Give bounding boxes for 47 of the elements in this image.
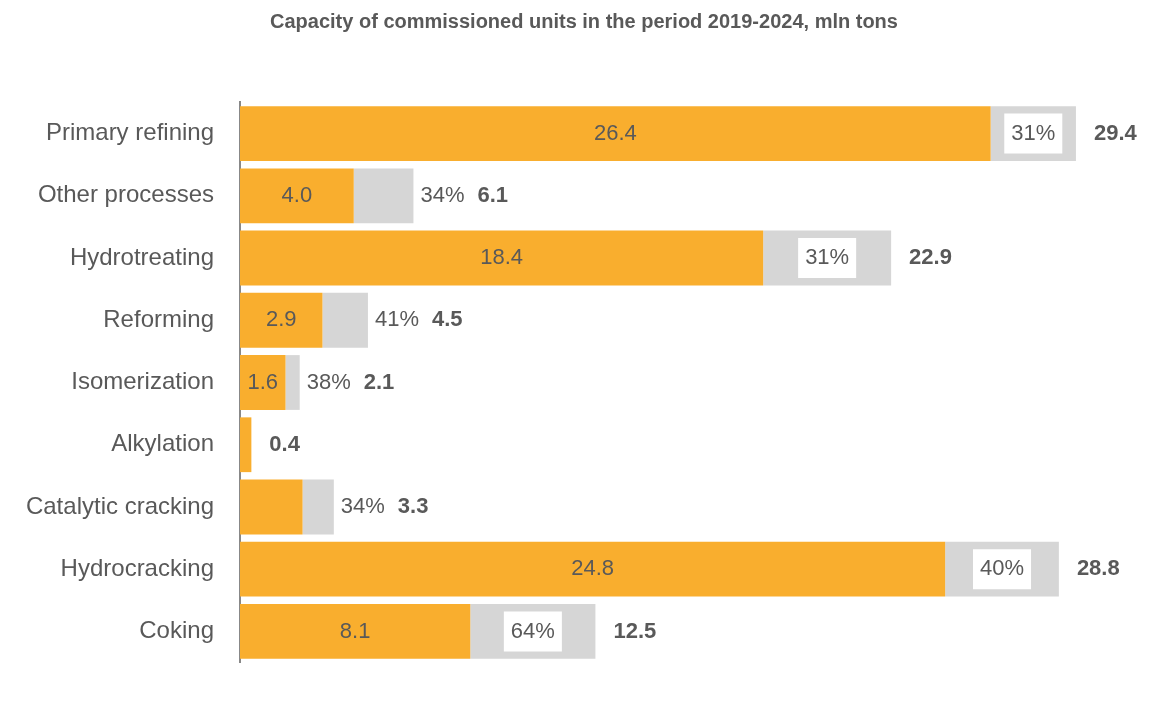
chart-title: Capacity of commissioned units in the period 2019-2024, mln tons [269,10,899,33]
y-tick-label: Reforming [103,304,214,332]
y-tick-label: Coking [139,616,214,644]
annotation: 34% [340,493,385,519]
total-label: 3.3 [397,493,429,519]
annotation: 34% [420,181,465,207]
bar [240,604,471,659]
data-label: 1.6 [247,368,279,394]
bar [240,541,946,597]
total-label: 29.4 [1093,119,1138,145]
bar [240,292,323,348]
total-label: 6.1 [477,181,509,207]
data-label: 18.4 [480,244,523,270]
annotation: 38% [306,368,351,394]
annotation: 40% [979,555,1025,581]
data-label: 24.8 [571,555,614,581]
total-label: 0.4 [269,430,301,456]
bar [240,230,764,286]
total-label: 2.1 [363,368,395,394]
bar [240,417,252,473]
bar [322,292,368,348]
y-tick-label: Hydrotreating [69,242,214,270]
data-label: 2.9 [265,306,297,332]
annotation: 31% [1011,119,1056,145]
annotation: 41% [374,306,419,332]
y-tick-label: Alkylation [111,429,214,457]
total-label: 12.5 [613,617,657,643]
annotation: 64% [510,617,555,643]
bar [353,168,414,224]
data-label: 4.0 [281,181,313,207]
total-label: 28.8 [1076,555,1120,581]
total-label: 4.5 [431,306,463,332]
y-tick-label: Catalytic cracking [25,491,214,519]
bar [285,355,300,410]
y-tick-label: Primary refining [45,118,214,146]
data-label: 26.4 [593,119,637,145]
annotation: 31% [805,244,850,270]
bar [240,479,303,535]
y-tick-label: Other processes [37,180,214,208]
bar [240,355,286,410]
y-tick-label: Hydrocracking [60,553,214,581]
data-label: 8.1 [339,617,371,643]
bar [240,168,354,224]
bar [240,106,991,161]
y-tick-label: Isomerization [71,367,214,395]
bar [302,479,334,535]
total-label: 22.9 [909,244,952,270]
